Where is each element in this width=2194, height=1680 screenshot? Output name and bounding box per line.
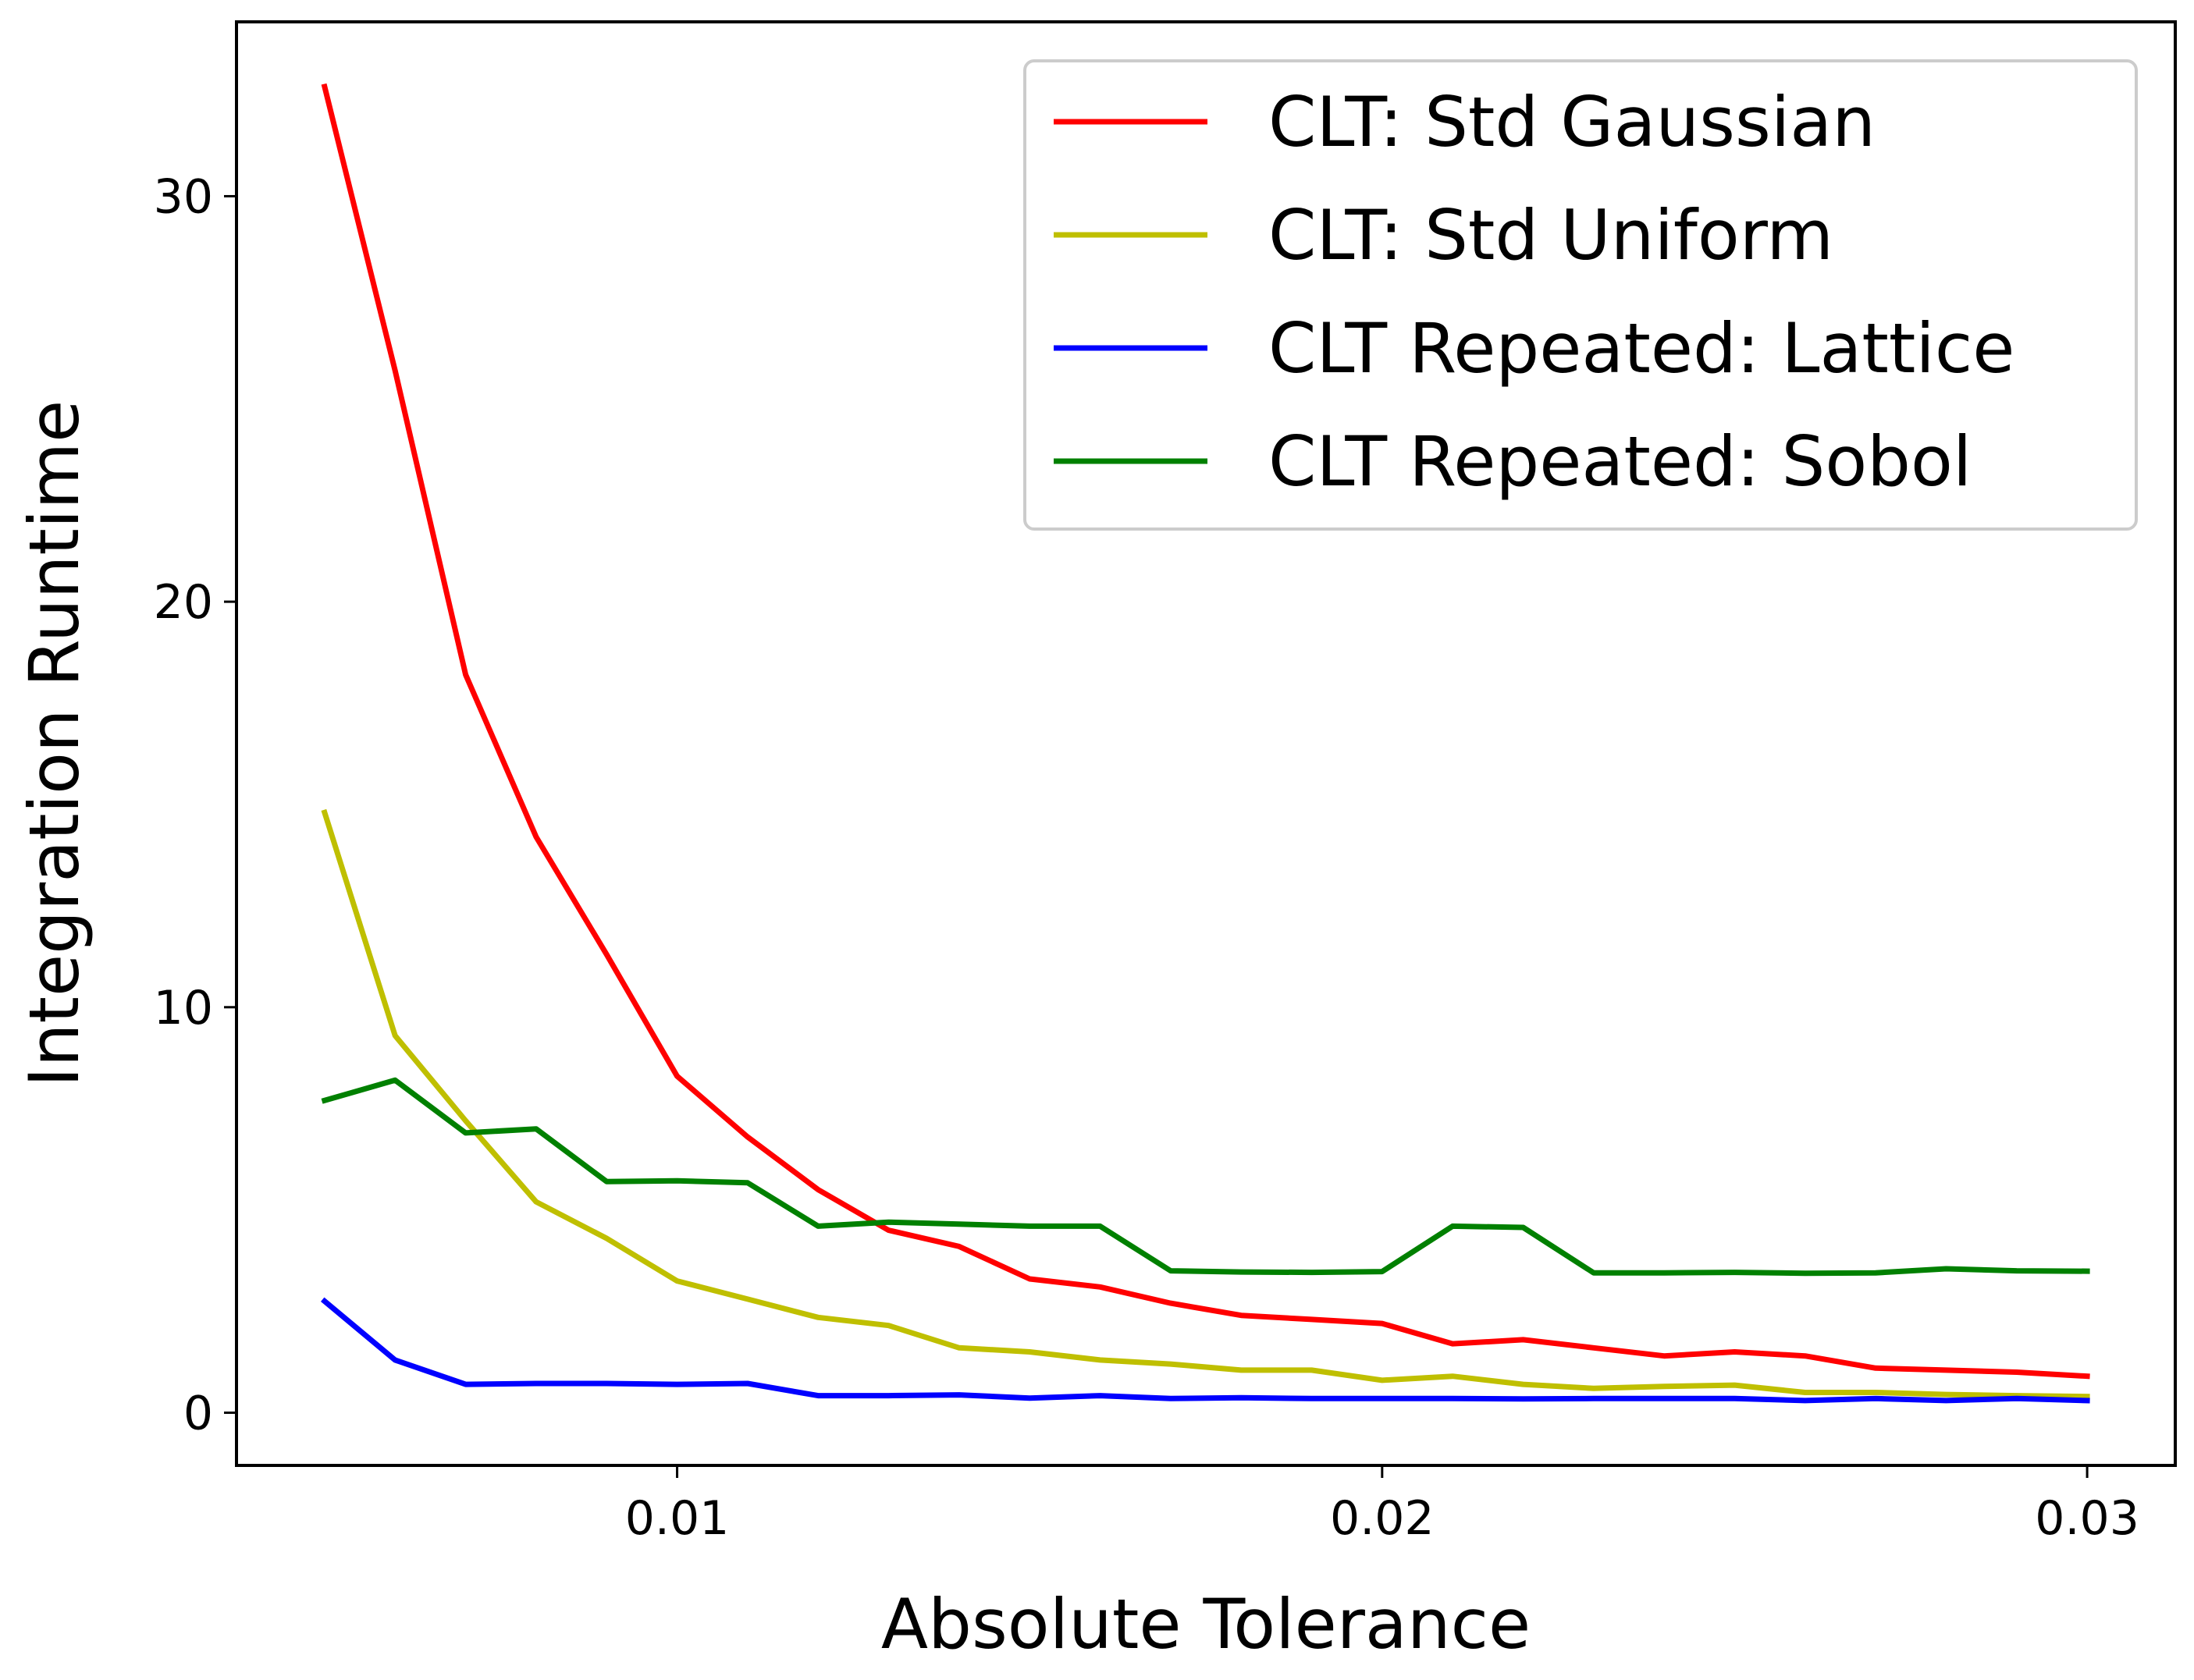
- x-tick-label: 0.01: [625, 1491, 730, 1546]
- y-axis-title: Integration Runtime: [14, 400, 94, 1087]
- legend-label-2: CLT: Std Uniform: [1268, 195, 1833, 275]
- series-line-2: [321, 808, 2090, 1400]
- x-tick-label: 0.03: [2035, 1491, 2139, 1546]
- x-axis: 0.01 0.02 0.03: [625, 1465, 2139, 1546]
- legend-label-1: CLT: Std Gaussian: [1268, 82, 1876, 162]
- x-axis-title: Absolute Tolerance: [881, 1584, 1531, 1664]
- y-tick-label: 10: [154, 981, 213, 1035]
- series-line-3: [320, 1297, 2090, 1404]
- y-tick-label: 30: [154, 169, 213, 224]
- series-line-1: [321, 83, 2090, 1380]
- legend-box: [1023, 59, 2138, 531]
- legend: CLT: Std Gaussian CLT: Std Uniform CLT Rep…: [1023, 59, 2138, 531]
- series-layer: [320, 83, 2090, 1404]
- legend-label-3: CLT Repeated: Lattice: [1268, 308, 2014, 389]
- y-tick-label: 0: [183, 1386, 213, 1440]
- y-tick-label: 20: [154, 575, 213, 630]
- x-tick-label: 0.02: [1330, 1491, 1435, 1546]
- plot-frame: [235, 20, 2177, 1467]
- series-line-4: [321, 1077, 2090, 1277]
- legend-label-4: CLT Repeated: Sobol: [1268, 421, 1972, 502]
- y-axis: 0 10 20 30: [154, 169, 236, 1440]
